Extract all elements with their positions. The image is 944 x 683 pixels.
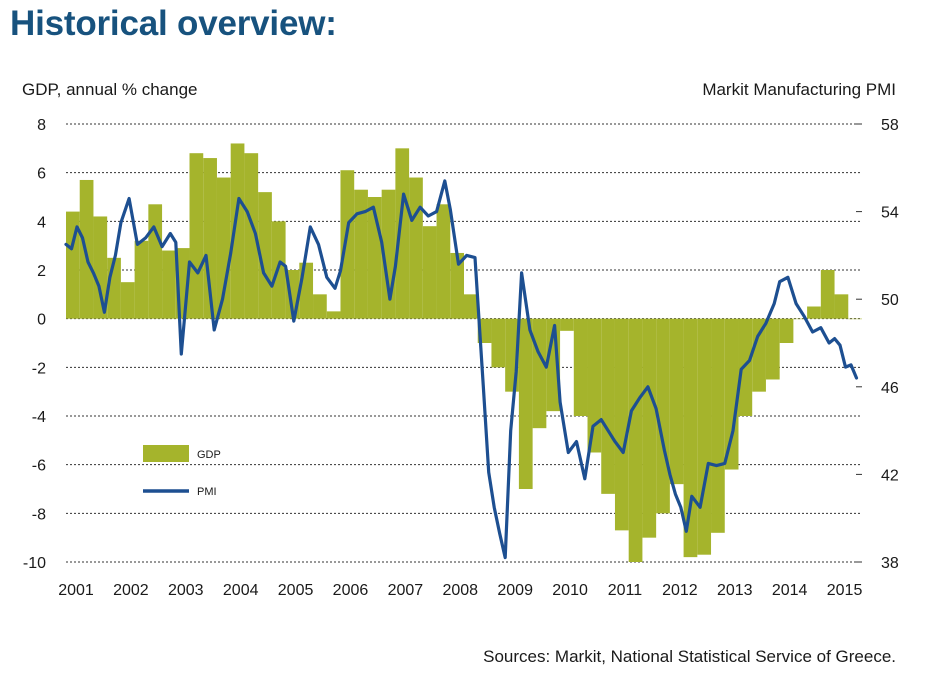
gdp-bar-54 [807,306,821,319]
x-tick-label: 2011 [608,582,643,599]
gdp-bar-46 [697,318,712,555]
right-tick-label: 54 [881,205,899,222]
gdp-bar-12 [230,143,245,319]
x-tick-label: 2010 [552,582,588,599]
right-axis-label: Markit Manufacturing PMI [702,80,896,99]
gdp-bar-41 [628,318,643,562]
left-tick-label: 6 [37,166,46,183]
gdp-bar-36 [560,318,574,331]
x-tick-label: 2007 [388,582,424,599]
gdp-bar-26 [422,226,437,319]
gdp-bar-4 [120,282,135,319]
gdp-bar-11 [216,177,231,319]
gdp-bar-49 [738,318,753,416]
left-tick-label: -6 [32,458,46,475]
left-tick-label: 8 [37,117,46,134]
gdp-bar-34 [532,318,547,429]
left-tick-label: -10 [23,555,46,572]
left-axis-label: GDP, annual % change [22,80,198,99]
legend-pmi-label: PMI [197,486,217,498]
gdp-bar-48 [724,318,739,470]
legend-gdp-swatch [143,445,189,462]
x-tick-label: 2003 [168,582,204,599]
legend-gdp-label: GDP [197,449,221,461]
right-tick-label: 46 [881,380,899,397]
x-tick-label: 2012 [662,582,698,599]
page-title: Historical overview: [10,4,337,43]
x-tick-label: 2001 [58,582,94,599]
gdp-bar-56 [834,294,849,319]
left-tick-label: 2 [37,263,46,280]
gdp-bar-18 [313,294,327,319]
legend: GDP PMI [143,445,221,498]
gdp-bar-47 [711,318,725,533]
gdp-bar-33 [518,318,533,489]
gdp-bar-44 [669,318,684,485]
x-tick-label: 2009 [497,582,533,599]
gdp-bar-52 [779,318,794,343]
x-tick-label: 2002 [113,582,149,599]
x-tick-label: 2004 [223,582,259,599]
gdp-bar-7 [162,250,176,319]
left-axis-ticks: 8 6 4 2 0 -2 -4 -6 -8 -10 [23,117,46,572]
gdp-bar-37 [573,318,588,416]
right-axis-ticks: 58 54 50 46 42 38 [856,117,899,572]
gdp-bar-2 [93,216,108,319]
gdp-bar-9 [189,153,204,319]
left-tick-label: -2 [32,360,46,377]
gdp-bar-51 [765,318,780,380]
gdp-bar-27 [436,204,451,319]
gdp-bar-14 [258,192,272,319]
left-tick-label: -8 [32,506,46,523]
x-tick-label: 2013 [717,582,753,599]
pmi-series-line [64,179,859,560]
x-tick-label: 2008 [442,582,478,599]
gdp-bar-24 [395,148,410,319]
gdp-bar-0 [66,211,80,319]
right-tick-label: 42 [881,467,899,484]
gdp-bar-40 [614,318,629,531]
gdp-bar-5 [134,240,149,319]
gdp-bar-19 [326,311,341,319]
gdp-bar-21 [354,189,368,319]
x-tick-label: 2006 [333,582,369,599]
gdp-bar-13 [244,153,259,319]
left-tick-label: 4 [37,214,46,231]
gdp-bar-28 [450,252,464,319]
gdp-bar-25 [409,177,423,319]
gdp-bar-38 [587,318,602,453]
gdp-bar-57 [848,318,862,320]
gdp-bar-55 [820,270,835,319]
x-tick-label: 2014 [772,582,808,599]
left-tick-label: 0 [37,312,46,329]
gdp-bar-42 [642,318,657,538]
right-tick-label: 38 [881,555,899,572]
x-tick-label: 2015 [827,582,863,599]
left-tick-label: -4 [32,409,46,426]
gdp-bar-6 [148,204,163,319]
x-axis-ticks: 2001 2002 2003 2004 2005 2006 2007 2008 2009 2010… [58,582,862,599]
gdp-bar-29 [464,294,478,319]
right-tick-label: 50 [881,292,899,309]
gdp-bar-53 [793,318,808,320]
gdp-bar-20 [340,170,355,319]
gdp-bar-39 [601,318,615,494]
right-tick-label: 58 [881,117,899,134]
gdp-bar-17 [299,262,314,319]
gdp-bar-10 [203,158,217,319]
source-note: Sources: Markit, National Statistical Se… [483,647,896,666]
gdp-bars [66,143,862,562]
gdp-bar-50 [752,318,766,392]
x-tick-label: 2005 [278,582,314,599]
gdp-bar-31 [491,318,506,368]
